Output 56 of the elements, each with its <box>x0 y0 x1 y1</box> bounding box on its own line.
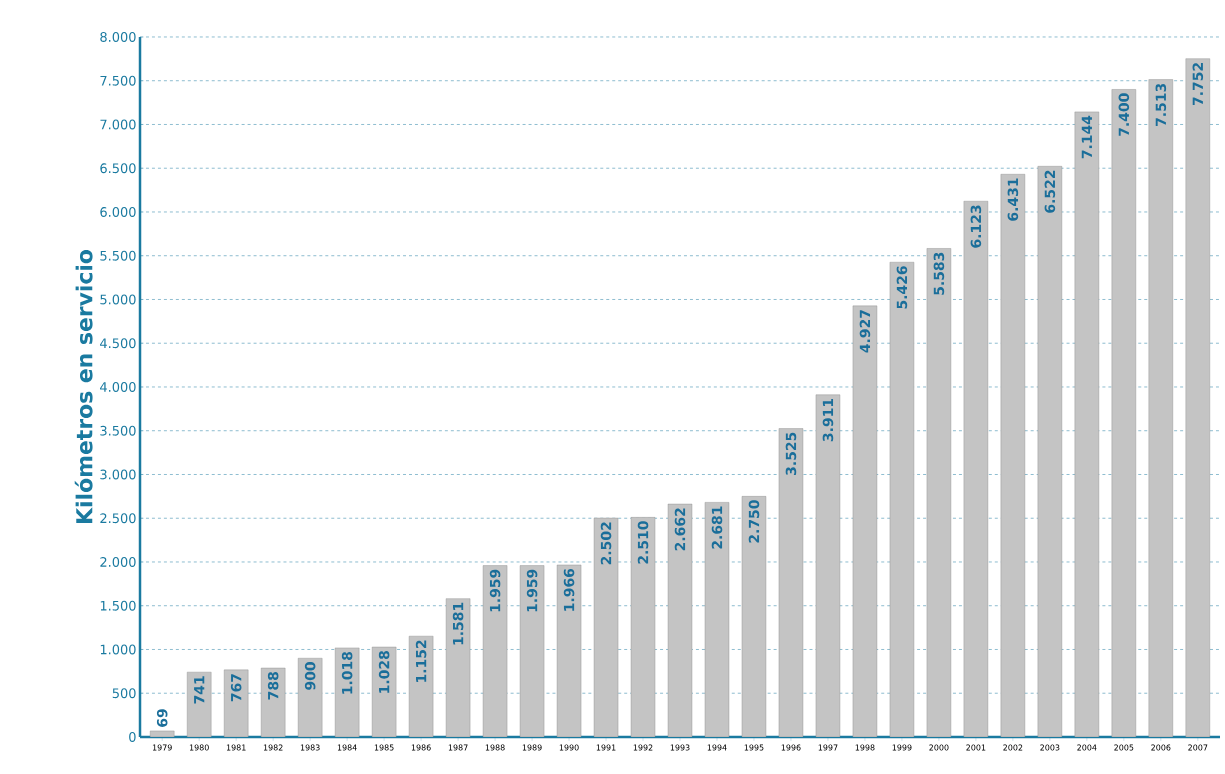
data-label: 1.018 <box>341 651 353 694</box>
y-tick-label: 8.000 <box>100 32 136 42</box>
data-label: 2.681 <box>711 506 723 549</box>
y-tick-label: 7.000 <box>100 119 136 130</box>
data-label: 3.911 <box>822 398 834 442</box>
y-tick-label: 2.500 <box>100 513 136 524</box>
data-label: 6.522 <box>1044 170 1056 213</box>
y-tick-label: 1.500 <box>100 600 136 611</box>
data-label: 7.400 <box>1118 93 1130 136</box>
y-tick-label: 6.500 <box>100 163 136 174</box>
y-tick-label: 3.000 <box>100 469 136 480</box>
data-label: 1.152 <box>415 640 427 682</box>
data-label: 1.581 <box>452 602 464 645</box>
data-label: 5.426 <box>896 266 908 309</box>
data-label: 2.502 <box>600 522 612 565</box>
data-label: 1.959 <box>526 569 538 612</box>
data-label: 3.525 <box>785 432 797 475</box>
data-label: 7.752 <box>1192 63 1204 106</box>
data-label: 5.583 <box>933 252 945 295</box>
y-tick-label: 500 <box>112 688 136 699</box>
y-tick-label: 7.500 <box>100 75 136 86</box>
data-label: 767 <box>230 674 242 702</box>
data-label: 69 <box>156 709 168 727</box>
data-label: 1.959 <box>489 569 501 612</box>
bar <box>1000 174 1026 737</box>
data-label: 7.513 <box>1155 83 1167 126</box>
bar <box>1111 89 1137 737</box>
y-axis-title: Kilómetros en servicio <box>74 249 93 523</box>
bar <box>1037 166 1063 737</box>
bar <box>926 248 952 737</box>
y-tick-label: 4.000 <box>100 382 136 392</box>
y-tick-label: 3.500 <box>100 425 136 436</box>
data-label: 2.662 <box>674 508 686 551</box>
data-label: 1.028 <box>378 651 390 693</box>
data-label: 6.431 <box>1007 178 1019 221</box>
y-tick-label: 4.500 <box>100 338 136 349</box>
data-label: 7.144 <box>1081 115 1092 159</box>
y-tick-label: 6.000 <box>100 207 136 217</box>
data-label: 788 <box>267 672 279 700</box>
data-label: 2.510 <box>637 521 649 564</box>
data-label: 2.750 <box>748 500 760 543</box>
data-label: 1.966 <box>563 568 575 611</box>
bar <box>889 262 915 737</box>
data-label: 900 <box>304 662 316 690</box>
bar <box>1074 111 1100 737</box>
data-label: 4.927 <box>859 310 871 353</box>
y-tick-label: 2.000 <box>100 557 136 567</box>
bar <box>1148 79 1174 737</box>
y-tick-label: 5.500 <box>100 250 136 261</box>
y-tick-label: 0 <box>129 732 136 742</box>
data-label: 6.123 <box>970 205 982 248</box>
y-tick-label: 5.000 <box>100 294 136 305</box>
data-label: 741 <box>194 676 205 704</box>
bar <box>1185 58 1211 737</box>
y-tick-label: 1.000 <box>100 644 136 655</box>
bar <box>963 201 989 737</box>
